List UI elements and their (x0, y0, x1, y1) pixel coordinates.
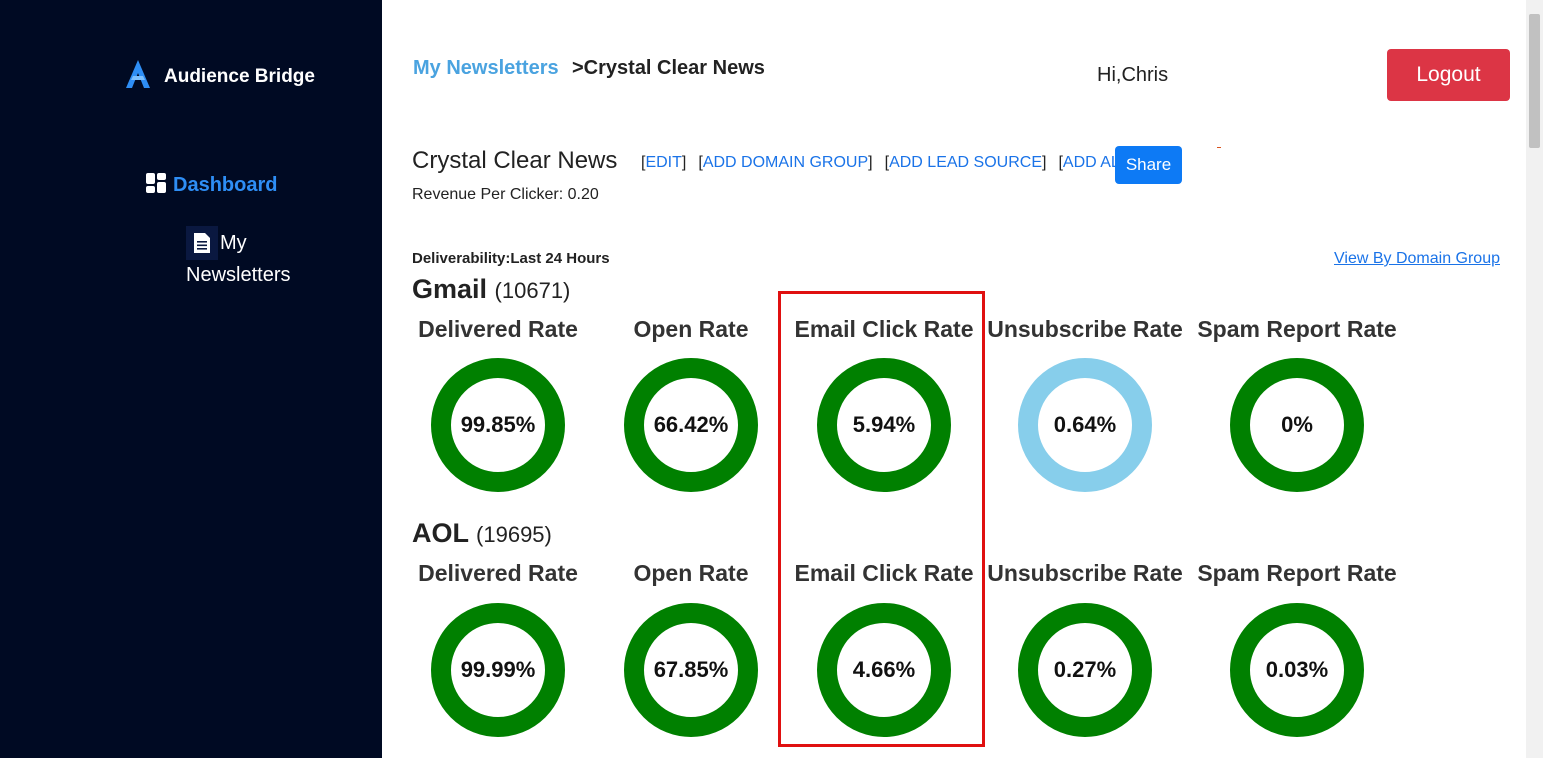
audience-bridge-logo-icon (122, 58, 154, 95)
newsletter-actions: [EDIT] [ADD DOMAIN GROUP] [ADD LEAD SOUR… (641, 154, 1133, 171)
metric-title-email-click-rate: Email Click Rate (794, 560, 974, 586)
domain-heading-aol: AOL (19695) (412, 518, 552, 549)
donut-value: 5.94% (852, 412, 916, 437)
email-click-rate-highlight-box (778, 291, 985, 747)
donut-value: 0.64% (1053, 412, 1117, 437)
sidebar-item-my-newsletters[interactable]: My Newsletters (186, 226, 326, 287)
add-all-link[interactable]: ADD ALL (1062, 154, 1129, 171)
dashboard-icon (145, 172, 167, 199)
donut-unsubscribe-rate: 0.64% (1018, 358, 1152, 492)
domain-name: AOL (412, 518, 469, 548)
donut-value: 0.03% (1265, 657, 1329, 682)
donut-open-rate: 67.85% (624, 603, 758, 737)
donut-delivered-rate: 99.99% (431, 603, 565, 737)
donut-value: 0.27% (1053, 657, 1117, 682)
metric-title-spam-report-rate: Spam Report Rate (1197, 560, 1397, 586)
newsletter-title: Crystal Clear News (412, 147, 618, 174)
view-by-domain-group-link[interactable]: View By Domain Group (1334, 250, 1500, 267)
domain-count: (10671) (494, 278, 571, 303)
donut-value: 0% (1281, 412, 1313, 437)
domain-heading-gmail: Gmail (10671) (412, 274, 570, 305)
metric-title-unsubscribe-rate: Unsubscribe Rate (987, 560, 1183, 586)
user-greeting: Hi,Chris (1097, 64, 1169, 86)
sidebar-item-label: Dashboard (173, 174, 278, 196)
metric-title-email-click-rate: Email Click Rate (794, 316, 974, 342)
document-icon (186, 226, 218, 260)
metric-title-open-rate: Open Rate (633, 316, 749, 342)
divider-mark (1217, 147, 1221, 148)
metric-title-delivered-rate: Delivered Rate (418, 316, 578, 342)
donut-delivered-rate: 99.85% (431, 358, 565, 492)
deliverability-label: Deliverability:Last 24 Hours (412, 250, 610, 267)
sidebar-item-label-line2: Newsletters (186, 264, 291, 286)
donut-spam-report-rate: 0% (1230, 358, 1364, 492)
brand-logo[interactable]: Audience Bridge (122, 58, 315, 95)
revenue-per-clicker: Revenue Per Clicker: 0.20 (412, 186, 599, 203)
metric-title-delivered-rate: Delivered Rate (418, 560, 578, 586)
logout-button[interactable]: Logout (1387, 49, 1510, 101)
sidebar: Audience Bridge Dashboard My (0, 0, 382, 758)
sidebar-item-label: My (220, 231, 247, 254)
metric-title-spam-report-rate: Spam Report Rate (1197, 316, 1397, 342)
donut-value: 66.42% (653, 412, 729, 437)
metric-title-unsubscribe-rate: Unsubscribe Rate (987, 316, 1183, 342)
sidebar-item-dashboard[interactable]: Dashboard (145, 172, 277, 199)
scrollbar-thumb[interactable] (1529, 14, 1540, 148)
add-lead-source-link[interactable]: ADD LEAD SOURCE (889, 154, 1042, 171)
donut-value: 67.85% (653, 657, 729, 682)
donut-value: 99.85% (460, 412, 536, 437)
domain-count: (19695) (476, 522, 552, 547)
donut-value: 4.66% (852, 657, 916, 682)
page-scrollbar[interactable] (1526, 0, 1543, 758)
domain-name: Gmail (412, 274, 488, 304)
share-button[interactable]: Share (1115, 146, 1182, 184)
donut-value: 99.99% (460, 657, 536, 682)
add-domain-group-link[interactable]: ADD DOMAIN GROUP (702, 154, 869, 171)
breadcrumb-my-newsletters-link[interactable]: My Newsletters (413, 57, 559, 79)
metric-title-open-rate: Open Rate (633, 560, 749, 586)
donut-open-rate: 66.42% (624, 358, 758, 492)
breadcrumb-current: >Crystal Clear News (572, 57, 765, 79)
donut-unsubscribe-rate: 0.27% (1018, 603, 1152, 737)
donut-spam-report-rate: 0.03% (1230, 603, 1364, 737)
brand-name: Audience Bridge (164, 65, 315, 87)
edit-link[interactable]: EDIT (645, 154, 682, 171)
